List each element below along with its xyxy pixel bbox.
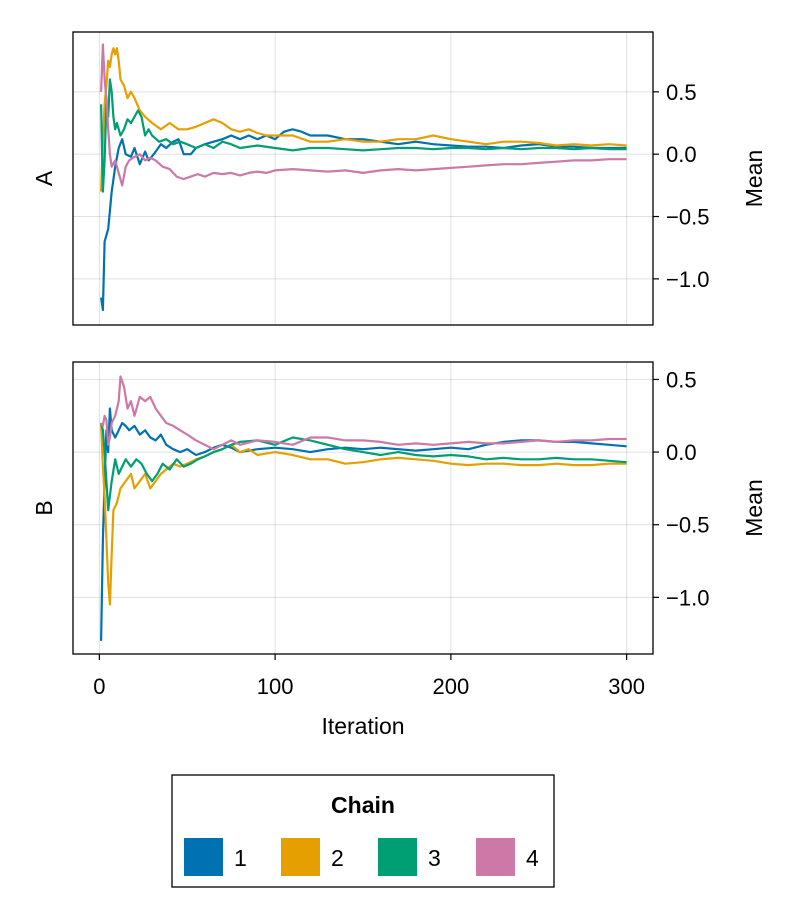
x-tick-label: 200 xyxy=(433,674,470,699)
y-tick-label: 0.0 xyxy=(666,440,697,465)
y-tick-label: −0.5 xyxy=(666,205,709,230)
y-tick-label: −0.5 xyxy=(666,513,709,538)
series-line-chain-2 xyxy=(100,422,627,606)
y-tick-label: 0.5 xyxy=(666,80,697,105)
y-tick-label: 0.5 xyxy=(666,367,697,392)
series-line-chain-1 xyxy=(100,128,627,312)
panel-frame xyxy=(72,361,654,655)
x-axis-label: Iteration xyxy=(321,713,404,739)
legend-label-chain-1: 1 xyxy=(234,845,247,871)
legend-label-chain-2: 2 xyxy=(331,845,344,871)
legend-label-chain-4: 4 xyxy=(526,845,539,871)
y-tick-label: −1.0 xyxy=(666,267,709,292)
panel-label-A: A xyxy=(31,170,57,186)
series-line-chain-3 xyxy=(100,78,627,193)
legend-swatch-chain-2 xyxy=(281,838,320,876)
y-axis-label: Mean xyxy=(741,479,767,537)
x-tick-label: 300 xyxy=(608,674,645,699)
y-tick-label: 0.0 xyxy=(666,142,697,167)
legend-swatch-chain-4 xyxy=(476,838,515,876)
legend-swatch-chain-3 xyxy=(378,838,417,876)
legend-swatch-chain-1 xyxy=(184,838,223,876)
panel-label-B: B xyxy=(31,500,57,515)
y-tick-label: −1.0 xyxy=(666,585,709,610)
x-tick-label: 0 xyxy=(93,674,105,699)
x-tick-label: 100 xyxy=(257,674,294,699)
legend-title: Chain xyxy=(331,792,395,818)
series-line-chain-3 xyxy=(100,422,627,512)
series-line-chain-2 xyxy=(100,47,627,192)
panel-frame xyxy=(72,31,654,326)
y-axis-label: Mean xyxy=(741,150,767,208)
series-line-chain-4 xyxy=(100,375,627,451)
legend-label-chain-3: 3 xyxy=(428,845,441,871)
series-line-chain-4 xyxy=(100,43,627,187)
